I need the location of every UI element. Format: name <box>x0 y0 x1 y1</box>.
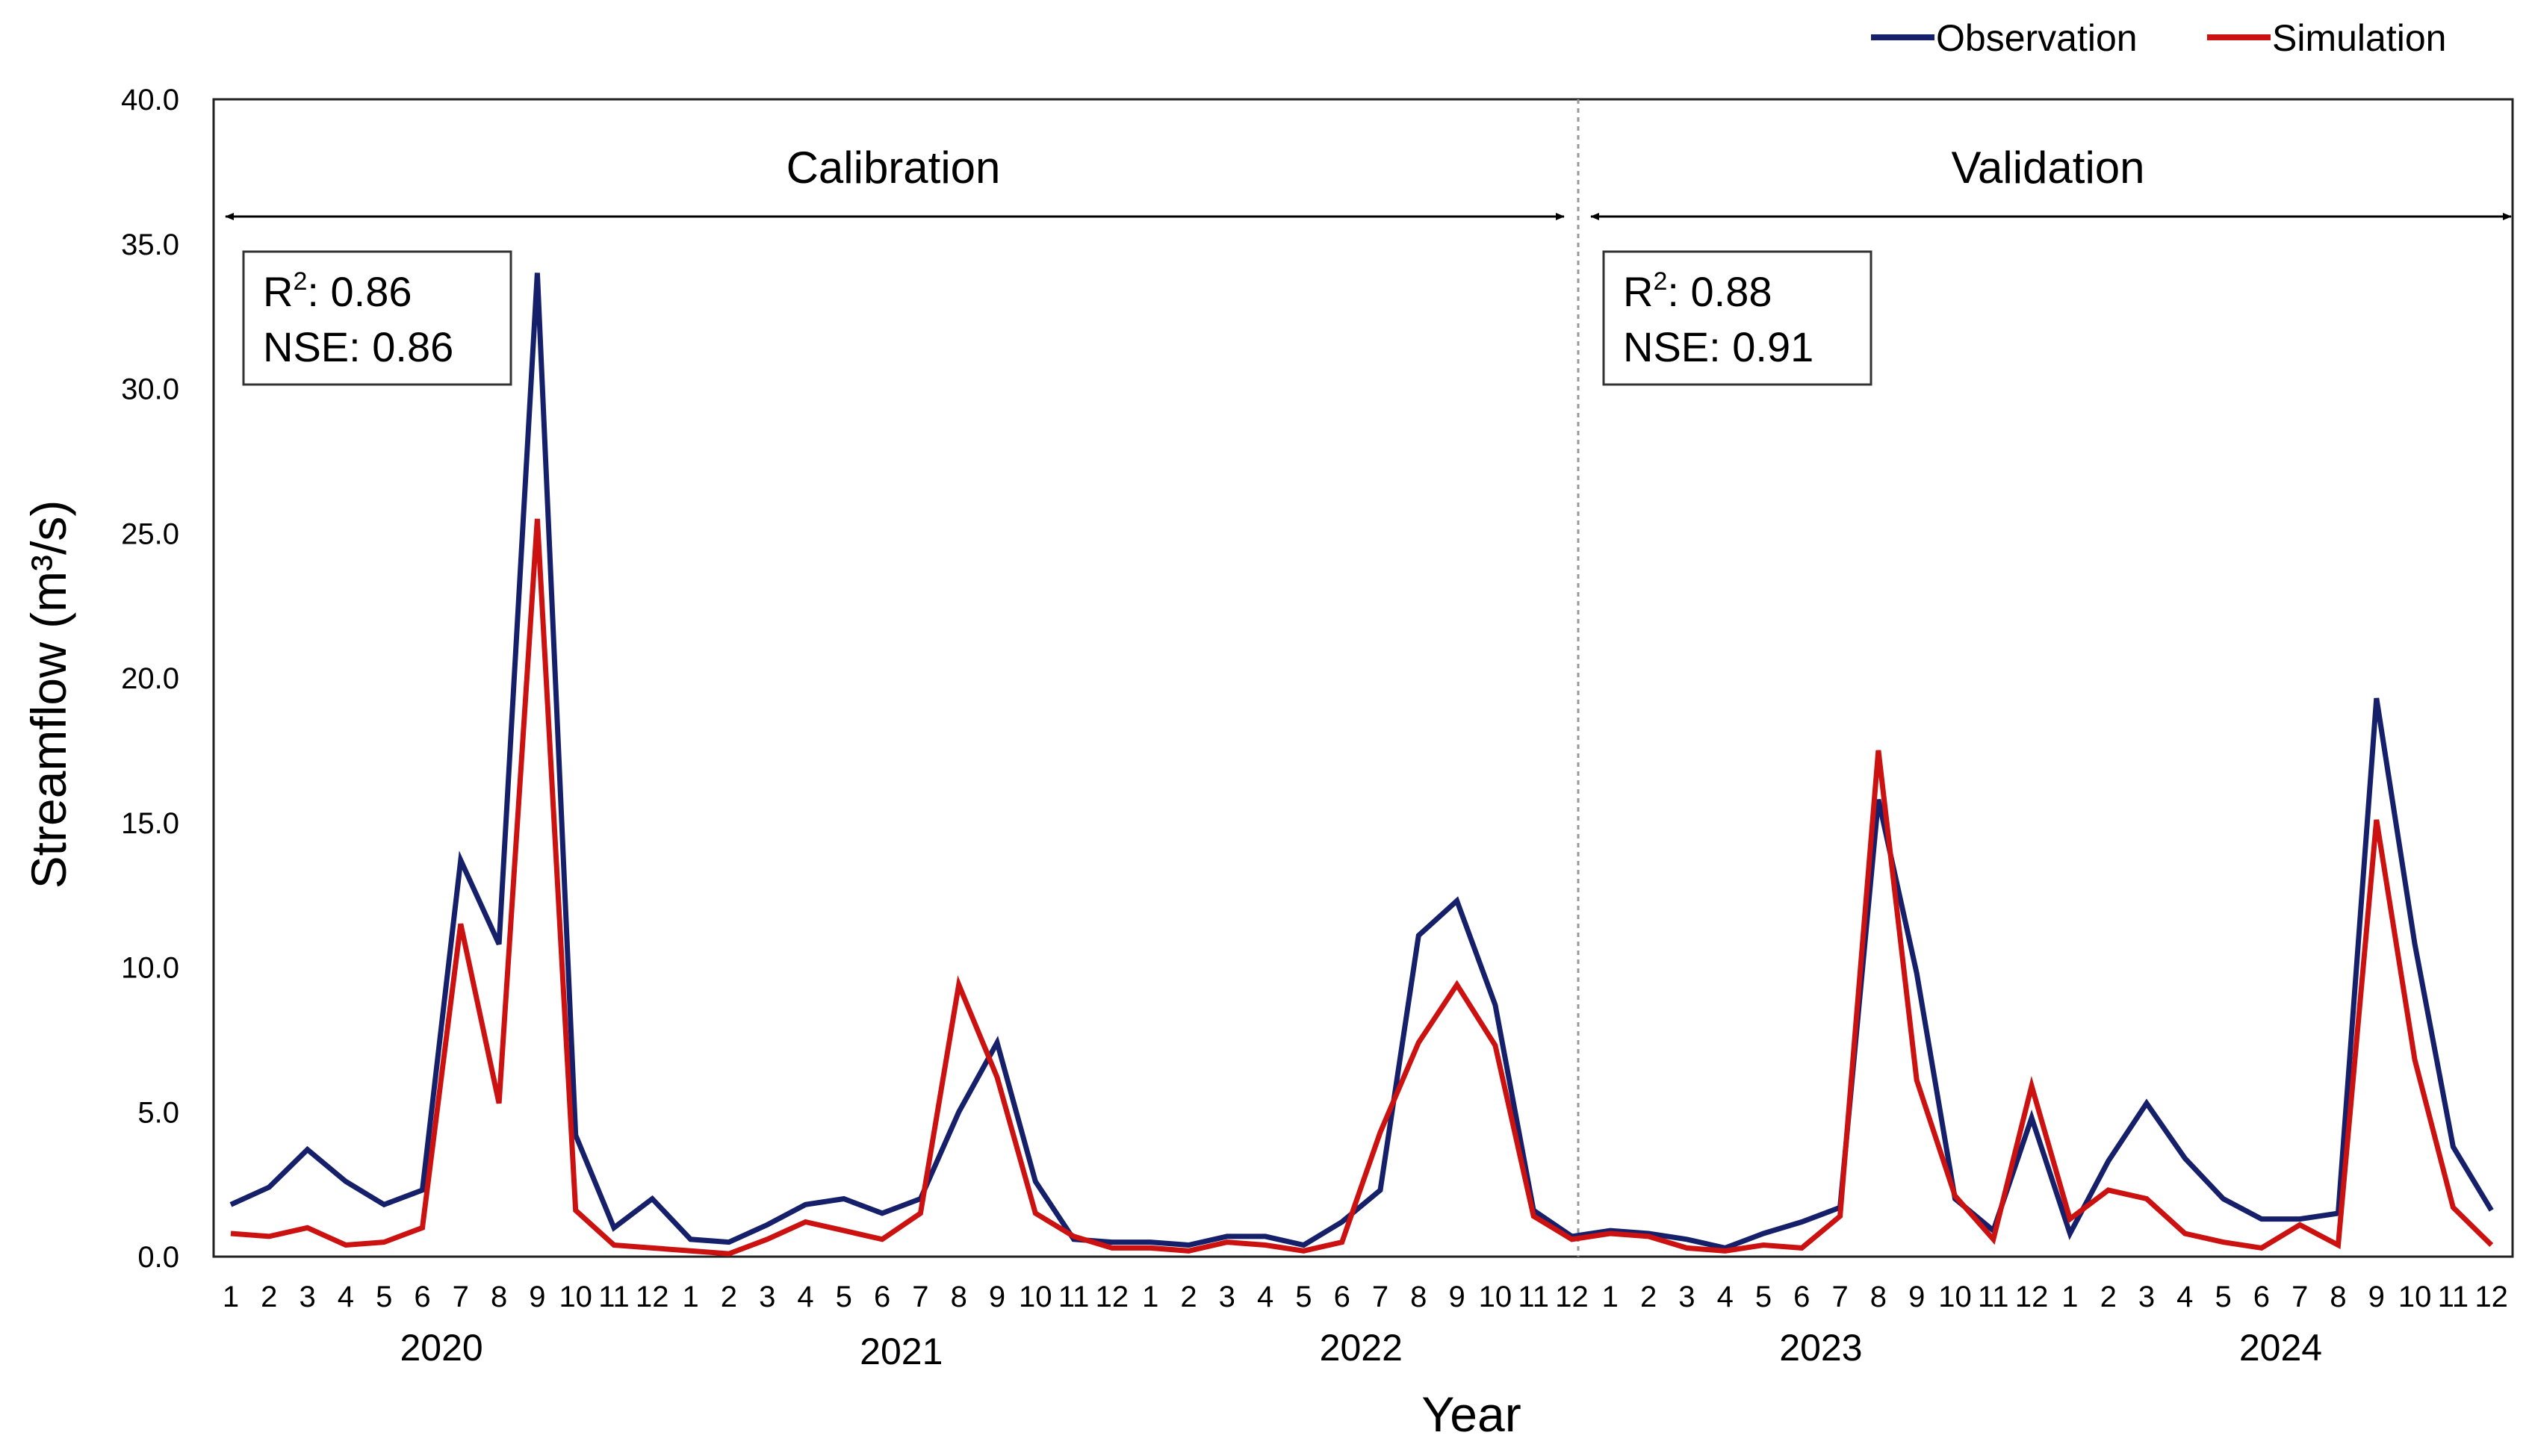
x-month-label: 5 <box>1755 1281 1772 1313</box>
x-month-label: 4 <box>338 1281 354 1313</box>
calibration-nse: NSE: 0.86 <box>263 323 453 370</box>
y-axis-ticks: 0.0 5.0 10.0 15.0 20.0 25.0 30.0 35.0 40.0 <box>121 84 179 1274</box>
x-month-label: 3 <box>299 1281 315 1313</box>
x-month-label: 10 <box>1019 1281 1052 1313</box>
x-month-label: 4 <box>2176 1281 2193 1313</box>
x-month-label: 5 <box>2215 1281 2231 1313</box>
x-month-label: 9 <box>1908 1281 1925 1313</box>
x-year-label: 2024 <box>2239 1327 2322 1369</box>
x-month-label: 5 <box>376 1281 392 1313</box>
y-tick-label: 25.0 <box>121 517 179 550</box>
x-month-label: 1 <box>1142 1281 1158 1313</box>
x-month-label: 6 <box>1334 1281 1350 1313</box>
plot-area <box>212 98 2514 1258</box>
x-month-label: 3 <box>1678 1281 1695 1313</box>
x-axis-year-labels: 2020 2021 2022 2023 2024 <box>400 1327 2322 1372</box>
x-month-label: 10 <box>1479 1281 1512 1313</box>
y-tick-label: 20.0 <box>121 662 179 695</box>
y-axis-title: Streamflow (m³/s) <box>21 500 76 889</box>
x-month-label: 11 <box>2438 1281 2469 1313</box>
validation-label: Validation <box>1951 143 2144 193</box>
y-tick-label: 40.0 <box>121 84 179 116</box>
calibration-r2: R2: 0.86 <box>263 267 412 315</box>
x-month-label: 1 <box>2061 1281 2078 1313</box>
x-year-label: 2023 <box>1779 1327 1862 1369</box>
x-month-label: 9 <box>1448 1281 1465 1313</box>
legend: Observation Simulation <box>1871 17 2446 59</box>
y-tick-label: 15.0 <box>121 807 179 840</box>
x-month-label: 12 <box>2015 1281 2049 1313</box>
x-month-label: 3 <box>1219 1281 1235 1313</box>
x-axis-title: Year <box>1421 1387 1521 1442</box>
y-tick-label: 0.0 <box>137 1241 179 1274</box>
validation-stats-box: R2: 0.88 NSE: 0.91 <box>1602 250 1872 386</box>
x-month-label: 5 <box>1295 1281 1312 1313</box>
x-month-label: 11 <box>1518 1281 1549 1313</box>
x-month-label: 3 <box>2138 1281 2155 1313</box>
x-month-label: 2 <box>1640 1281 1657 1313</box>
x-month-label: 8 <box>1410 1281 1427 1313</box>
x-month-label: 8 <box>491 1281 507 1313</box>
calibration-stats-box: R2: 0.86 NSE: 0.86 <box>242 250 512 386</box>
series-line-observation <box>229 273 2494 1251</box>
x-month-label: 6 <box>874 1281 890 1313</box>
x-month-label: 6 <box>1793 1281 1810 1313</box>
x-month-label: 12 <box>2474 1281 2508 1313</box>
x-month-label: 7 <box>912 1281 928 1313</box>
x-year-label: 2022 <box>1320 1327 1403 1369</box>
x-month-label: 1 <box>223 1281 239 1313</box>
y-tick-label: 35.0 <box>121 228 179 261</box>
validation-nse: NSE: 0.91 <box>1623 323 1813 370</box>
x-month-label: 2 <box>2100 1281 2117 1313</box>
x-month-label: 4 <box>1257 1281 1273 1313</box>
x-month-label: 8 <box>1870 1281 1887 1313</box>
x-month-label: 5 <box>836 1281 852 1313</box>
y-tick-label: 10.0 <box>121 952 179 985</box>
x-year-label: 2021 <box>860 1331 943 1372</box>
x-month-label: 8 <box>2330 1281 2346 1313</box>
x-month-label: 11 <box>1978 1281 2009 1313</box>
legend-simulation-label: Simulation <box>2272 17 2446 59</box>
x-month-label: 1 <box>682 1281 698 1313</box>
y-tick-label: 5.0 <box>137 1096 179 1129</box>
x-month-label: 11 <box>598 1281 630 1313</box>
series-line-simulation <box>230 518 2494 1257</box>
validation-r2: R2: 0.88 <box>1623 267 1772 315</box>
x-month-label: 9 <box>989 1281 1005 1313</box>
x-month-label: 7 <box>1831 1281 1848 1313</box>
x-month-label: 9 <box>2368 1281 2385 1313</box>
x-month-label: 9 <box>529 1281 545 1313</box>
x-month-label: 4 <box>797 1281 813 1313</box>
series-layer <box>229 273 2494 1257</box>
x-month-label: 1 <box>1602 1281 1619 1313</box>
x-year-label: 2020 <box>400 1327 482 1369</box>
x-month-label: 4 <box>1717 1281 1734 1313</box>
x-month-label: 7 <box>453 1281 469 1313</box>
x-month-label: 12 <box>1096 1281 1129 1313</box>
x-month-label: 12 <box>636 1281 669 1313</box>
x-month-label: 6 <box>414 1281 430 1313</box>
x-month-label: 7 <box>1372 1281 1388 1313</box>
y-tick-label: 30.0 <box>121 373 179 406</box>
x-month-label: 10 <box>1938 1281 1972 1313</box>
x-month-label: 6 <box>2253 1281 2270 1313</box>
x-month-label: 2 <box>261 1281 277 1313</box>
x-month-label: 3 <box>759 1281 775 1313</box>
x-month-label: 11 <box>1058 1281 1090 1313</box>
x-month-label: 7 <box>2291 1281 2308 1313</box>
x-month-label: 2 <box>1180 1281 1197 1313</box>
x-month-label: 12 <box>1555 1281 1589 1313</box>
x-axis-month-ticks: 1 2 3 4 5 6 7 8 9 10 11 12 1 2 3 4 5 6 7 8 9 10 11 12 1 2 3 4 5 6 7 8 9 1… <box>223 1281 2508 1313</box>
x-month-label: 2 <box>721 1281 737 1313</box>
x-month-label: 10 <box>2398 1281 2432 1313</box>
calibration-label: Calibration <box>786 143 1001 193</box>
x-month-label: 10 <box>559 1281 592 1313</box>
x-month-label: 8 <box>951 1281 967 1313</box>
legend-observation-label: Observation <box>1936 17 2138 59</box>
